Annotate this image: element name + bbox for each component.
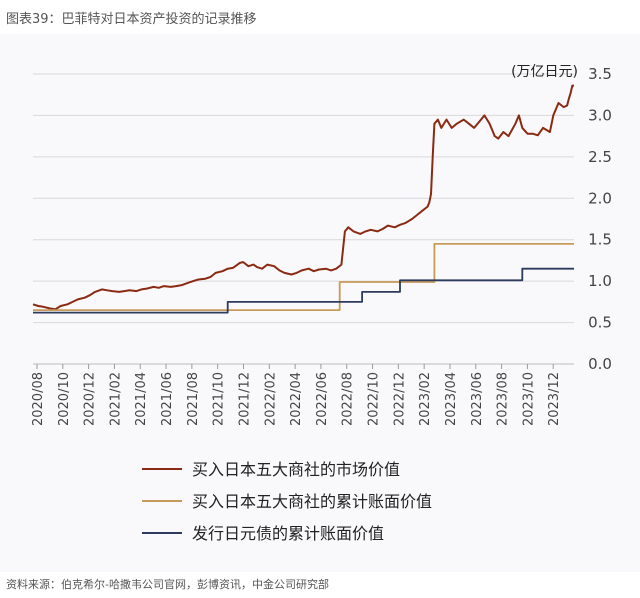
x-tick-label: 2023/02 — [418, 372, 433, 426]
x-tick-label: 2021/08 — [186, 372, 201, 426]
x-tick-label: 2023/08 — [496, 372, 511, 426]
y-tick-label: 0.5 — [588, 314, 612, 332]
series-lines — [32, 84, 574, 314]
legend-label-3: 发行日元债的累计账面价值 — [192, 524, 384, 543]
y-tick-label: 1.5 — [588, 231, 612, 249]
x-tick-label: 2021/06 — [160, 372, 175, 426]
x-tick-label: 2023/12 — [547, 372, 562, 426]
x-tick-label: 2020/10 — [57, 372, 72, 426]
x-tick-label: 2020/12 — [83, 372, 98, 426]
y-tick-label: 3.0 — [588, 106, 612, 124]
y-tick-label: 3.5 — [588, 65, 612, 83]
gridlines — [33, 73, 574, 365]
x-axis-ticks: 2020/08 2020/10 2020/12 2021/02 2021/04 2021/… — [31, 364, 562, 426]
x-tick-label: 2022/02 — [263, 372, 278, 426]
y-tick-label: 2.5 — [588, 148, 612, 166]
x-tick-label: 2021/10 — [212, 372, 227, 426]
x-tick-label: 2023/10 — [521, 372, 536, 426]
chart-panel: (万亿日元) 0.0 0.5 1.0 1.5 2.0 2.5 3.0 3.5 2020/08 2… — [0, 34, 640, 572]
y-tick-label: 0.0 — [588, 355, 612, 373]
line-chart: (万亿日元) 0.00.51.01.52.02.53.03.5 2020/08 2… — [31, 64, 612, 543]
y-tick-label: 2.0 — [588, 189, 612, 207]
y-tick-label: 1.0 — [588, 272, 612, 290]
legend-label-1: 买入日本五大商社的市场价值 — [192, 460, 400, 479]
x-tick-label: 2022/04 — [289, 372, 304, 426]
x-tick-label: 2021/12 — [237, 372, 252, 426]
x-tick-label: 2022/06 — [315, 372, 330, 426]
series-line-2 — [33, 242, 574, 312]
x-tick-label: 2021/02 — [108, 372, 123, 426]
x-tick-label: 2022/10 — [367, 372, 382, 426]
y-axis-ticks: 0.0 0.5 1.0 1.5 2.0 2.5 3.0 3.5 — [588, 65, 612, 373]
series-line-3 — [33, 267, 574, 314]
x-tick-label: 2023/04 — [444, 372, 459, 426]
x-tick-label: 2021/04 — [134, 372, 149, 426]
source-note: 资料来源：伯克希尔-哈撒韦公司官网，彭博资讯，中金公司研究部 — [6, 578, 329, 591]
x-tick-label: 2022/12 — [392, 372, 407, 426]
x-tick-label: 2023/06 — [470, 372, 485, 426]
x-tick-label: 2020/08 — [31, 372, 46, 426]
x-tick-label: 2022/08 — [341, 372, 356, 426]
unit-label: (万亿日元) — [511, 64, 578, 80]
legend-label-2: 买入日本五大商社的累计账面价值 — [192, 492, 432, 511]
figure-title: 图表39：巴菲特对日本资产投资的记录推移 — [6, 12, 257, 27]
series-line-1 — [32, 84, 574, 311]
